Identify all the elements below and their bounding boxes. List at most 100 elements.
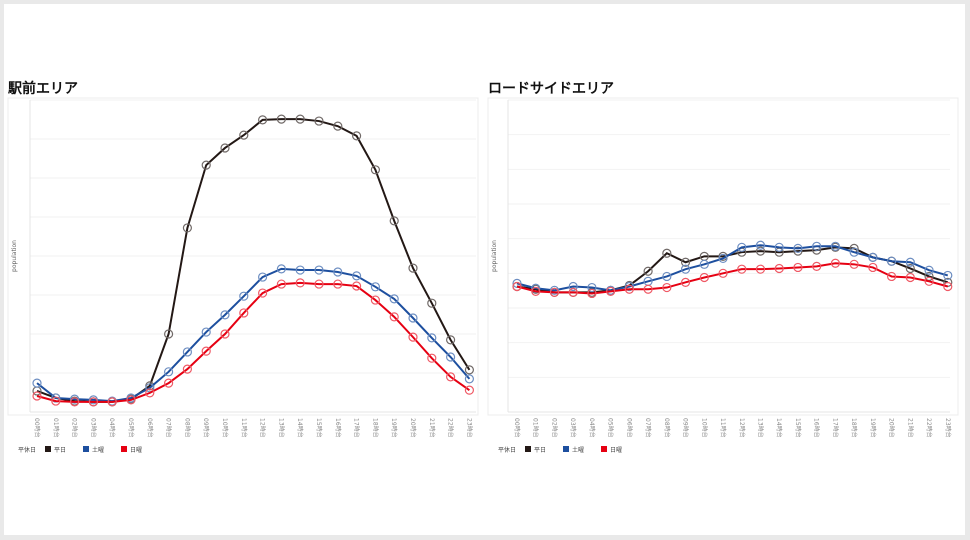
x-tick-label: 11時台 <box>240 418 248 438</box>
series-line <box>516 262 949 295</box>
data-point <box>295 114 305 124</box>
data-point <box>258 288 268 298</box>
data-point <box>427 333 437 343</box>
x-tick-label: 19時台 <box>390 418 398 438</box>
data-point <box>51 396 61 406</box>
x-tick-label: 18時台 <box>850 418 858 438</box>
legend-title: 平休日 <box>18 446 36 454</box>
data-point <box>145 388 155 398</box>
x-tick-label: 03時台 <box>89 418 97 438</box>
x-tick-label: 14時台 <box>296 418 304 438</box>
chart-2: ロードサイドエリア population 00時台 01時台 02時台 03時台 04時台 0… <box>487 81 959 454</box>
x-tick-label: 16時台 <box>813 418 821 438</box>
x-tick-label: 09時台 <box>682 418 690 438</box>
data-point <box>182 223 192 233</box>
x-tick-label: 15時台 <box>794 418 802 438</box>
x-tick-label: 19時台 <box>869 418 877 438</box>
data-point <box>774 242 784 252</box>
data-point <box>314 279 324 289</box>
data-point <box>314 265 324 275</box>
data-point <box>868 252 878 262</box>
data-point <box>201 160 211 170</box>
data-point <box>905 272 915 283</box>
data-point <box>718 268 728 278</box>
data-point <box>427 353 437 363</box>
x-tick-label: 17時台 <box>353 418 361 438</box>
series-line <box>516 244 949 292</box>
data-point <box>568 281 578 292</box>
data-point <box>868 262 878 273</box>
x-tick-label: 12時台 <box>259 418 267 438</box>
data-point <box>239 291 249 301</box>
data-point <box>69 397 80 407</box>
data-point <box>849 259 859 269</box>
data-point <box>126 395 136 405</box>
data-point <box>755 240 766 250</box>
data-point <box>446 372 456 382</box>
x-tick-label: 22時台 <box>447 418 455 438</box>
legend-swatch <box>563 446 569 452</box>
data-point <box>333 121 343 131</box>
data-point <box>220 329 230 339</box>
legend-label: 土曜 <box>92 446 104 454</box>
legend: 平休日 平日 土曜 日曜 <box>18 446 142 454</box>
legend-swatch <box>83 446 89 452</box>
x-tick-label: 13時台 <box>756 418 764 438</box>
data-point <box>370 165 380 175</box>
data-point <box>239 308 249 318</box>
data-point <box>755 246 766 256</box>
data-point <box>680 257 691 267</box>
x-tick-label: 18時台 <box>371 418 379 438</box>
series-土曜 <box>512 240 953 295</box>
data-point <box>107 397 117 407</box>
data-point <box>164 367 174 377</box>
data-point <box>69 394 80 404</box>
data-point <box>849 247 859 257</box>
data-point <box>774 263 784 274</box>
x-tick-label: 02時台 <box>550 418 558 438</box>
x-tick-label: 21時台 <box>906 418 914 438</box>
data-point <box>680 277 691 287</box>
x-tick-label: 14時台 <box>775 418 783 438</box>
data-point <box>793 246 803 256</box>
data-point <box>276 114 286 124</box>
data-point <box>314 116 324 126</box>
legend-label: 平日 <box>54 447 66 454</box>
data-point <box>201 346 211 356</box>
data-point <box>662 271 672 282</box>
data-point <box>427 298 437 308</box>
chart-1: 駅前エリア population 00時台 01時台 02時台 03時台 04時台 05時台 0… <box>7 80 479 454</box>
data-point <box>258 272 268 282</box>
data-point <box>408 332 418 342</box>
data-point <box>276 279 286 289</box>
data-point <box>886 256 897 266</box>
x-tick-label: 22時台 <box>925 418 933 438</box>
data-point <box>464 365 474 375</box>
data-point <box>352 281 362 291</box>
legend-label: 日曜 <box>610 447 622 454</box>
x-tick-label: 06時台 <box>625 418 633 438</box>
x-tick-label: 15時台 <box>315 418 323 438</box>
data-point <box>531 286 541 296</box>
data-point <box>239 130 249 140</box>
x-tick-label: 08時台 <box>183 418 191 438</box>
x-tick-label: 20時台 <box>888 418 896 438</box>
data-point <box>88 397 99 407</box>
data-point <box>905 257 915 267</box>
data-point <box>737 242 747 252</box>
legend-swatch <box>45 446 51 452</box>
data-point <box>389 216 399 226</box>
data-point <box>624 284 634 294</box>
data-point <box>587 282 597 293</box>
data-point <box>943 281 953 292</box>
data-point <box>718 253 728 264</box>
data-point <box>924 276 934 286</box>
y-axis-label: population <box>491 240 498 272</box>
data-point <box>624 281 634 292</box>
x-tick-label: 11時台 <box>719 418 727 438</box>
x-tick-label: 10時台 <box>700 418 708 438</box>
data-point <box>389 312 399 322</box>
x-tick-label: 01時台 <box>52 418 60 438</box>
x-tick-label: 23時台 <box>465 418 473 438</box>
data-point <box>408 263 418 273</box>
